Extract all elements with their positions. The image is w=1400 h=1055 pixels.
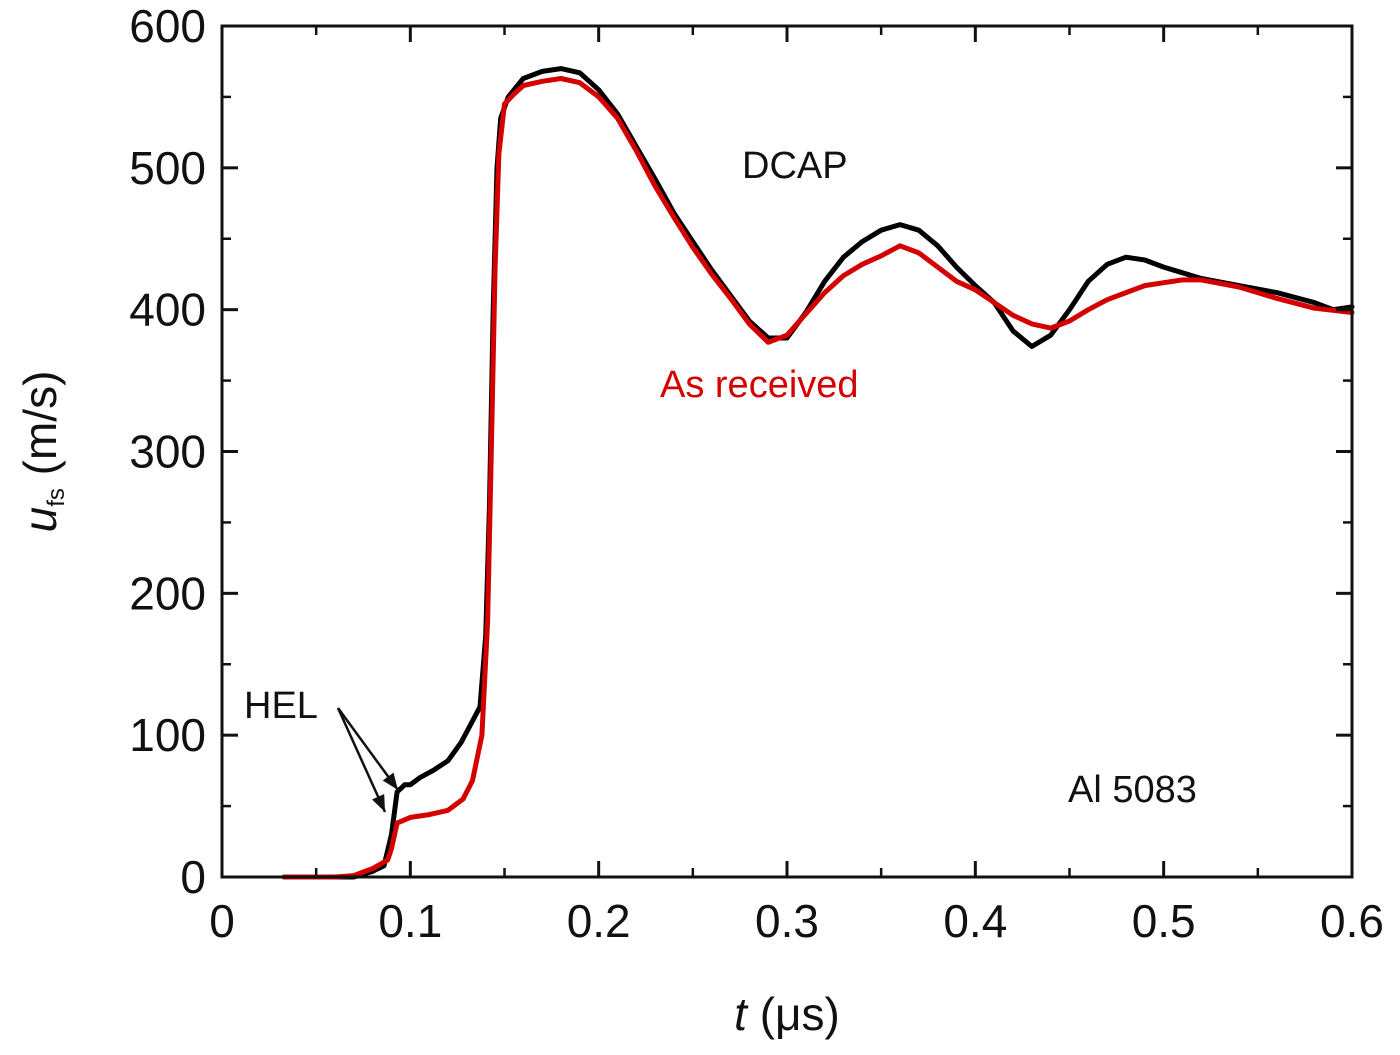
annotation-material: Al 5083 xyxy=(1068,769,1197,811)
y-tick-label: 200 xyxy=(129,567,206,619)
y-tick-label: 0 xyxy=(180,851,206,903)
y-axis-unit: (m/s) xyxy=(14,371,66,489)
series-line-dcap xyxy=(281,66,1355,880)
hel-arrow-upper-shaft xyxy=(336,707,400,791)
y-tick-label: 600 xyxy=(129,0,206,52)
x-axis-var: t xyxy=(734,988,749,1040)
hel-arrows xyxy=(336,707,400,813)
annotation-as-received: As received xyxy=(660,364,859,406)
x-axis-label: t (μs) xyxy=(734,988,840,1040)
x-tick-label: 0.3 xyxy=(755,895,819,947)
y-axis-label: ufs (m/s) xyxy=(14,371,70,533)
series-layer xyxy=(281,66,1355,880)
x-tick-label: 0.1 xyxy=(378,895,442,947)
y-tick-label: 500 xyxy=(129,142,206,194)
tick-labels-layer: 0 0.1 0.2 0.3 0.4 0.5 0.6 0 100 200 300 400 500 600 xyxy=(129,0,1384,947)
x-tick-label: 0.2 xyxy=(567,895,631,947)
x-axis-unit: (μs) xyxy=(747,988,840,1040)
y-axis-subscript: fs xyxy=(43,488,70,507)
annotation-hel: HEL xyxy=(244,685,318,727)
x-tick-label: 0.4 xyxy=(943,895,1007,947)
hel-arrow-lower-shaft xyxy=(336,707,387,813)
x-tick-label: 0.6 xyxy=(1320,895,1384,947)
x-tick-label: 0.5 xyxy=(1132,895,1196,947)
hel-arrow-lower-head xyxy=(372,794,385,812)
x-tick-label: 0 xyxy=(209,895,235,947)
y-tick-label: 400 xyxy=(129,284,206,336)
y-tick-label: 300 xyxy=(129,426,206,478)
annotation-dcap: DCAP xyxy=(742,145,848,187)
y-axis-var: u xyxy=(14,507,66,533)
y-tick-label: 100 xyxy=(129,709,206,761)
hel-arrow-upper-head xyxy=(382,772,398,790)
ticks-layer xyxy=(220,24,1354,879)
series-line-as-received xyxy=(281,76,1355,880)
